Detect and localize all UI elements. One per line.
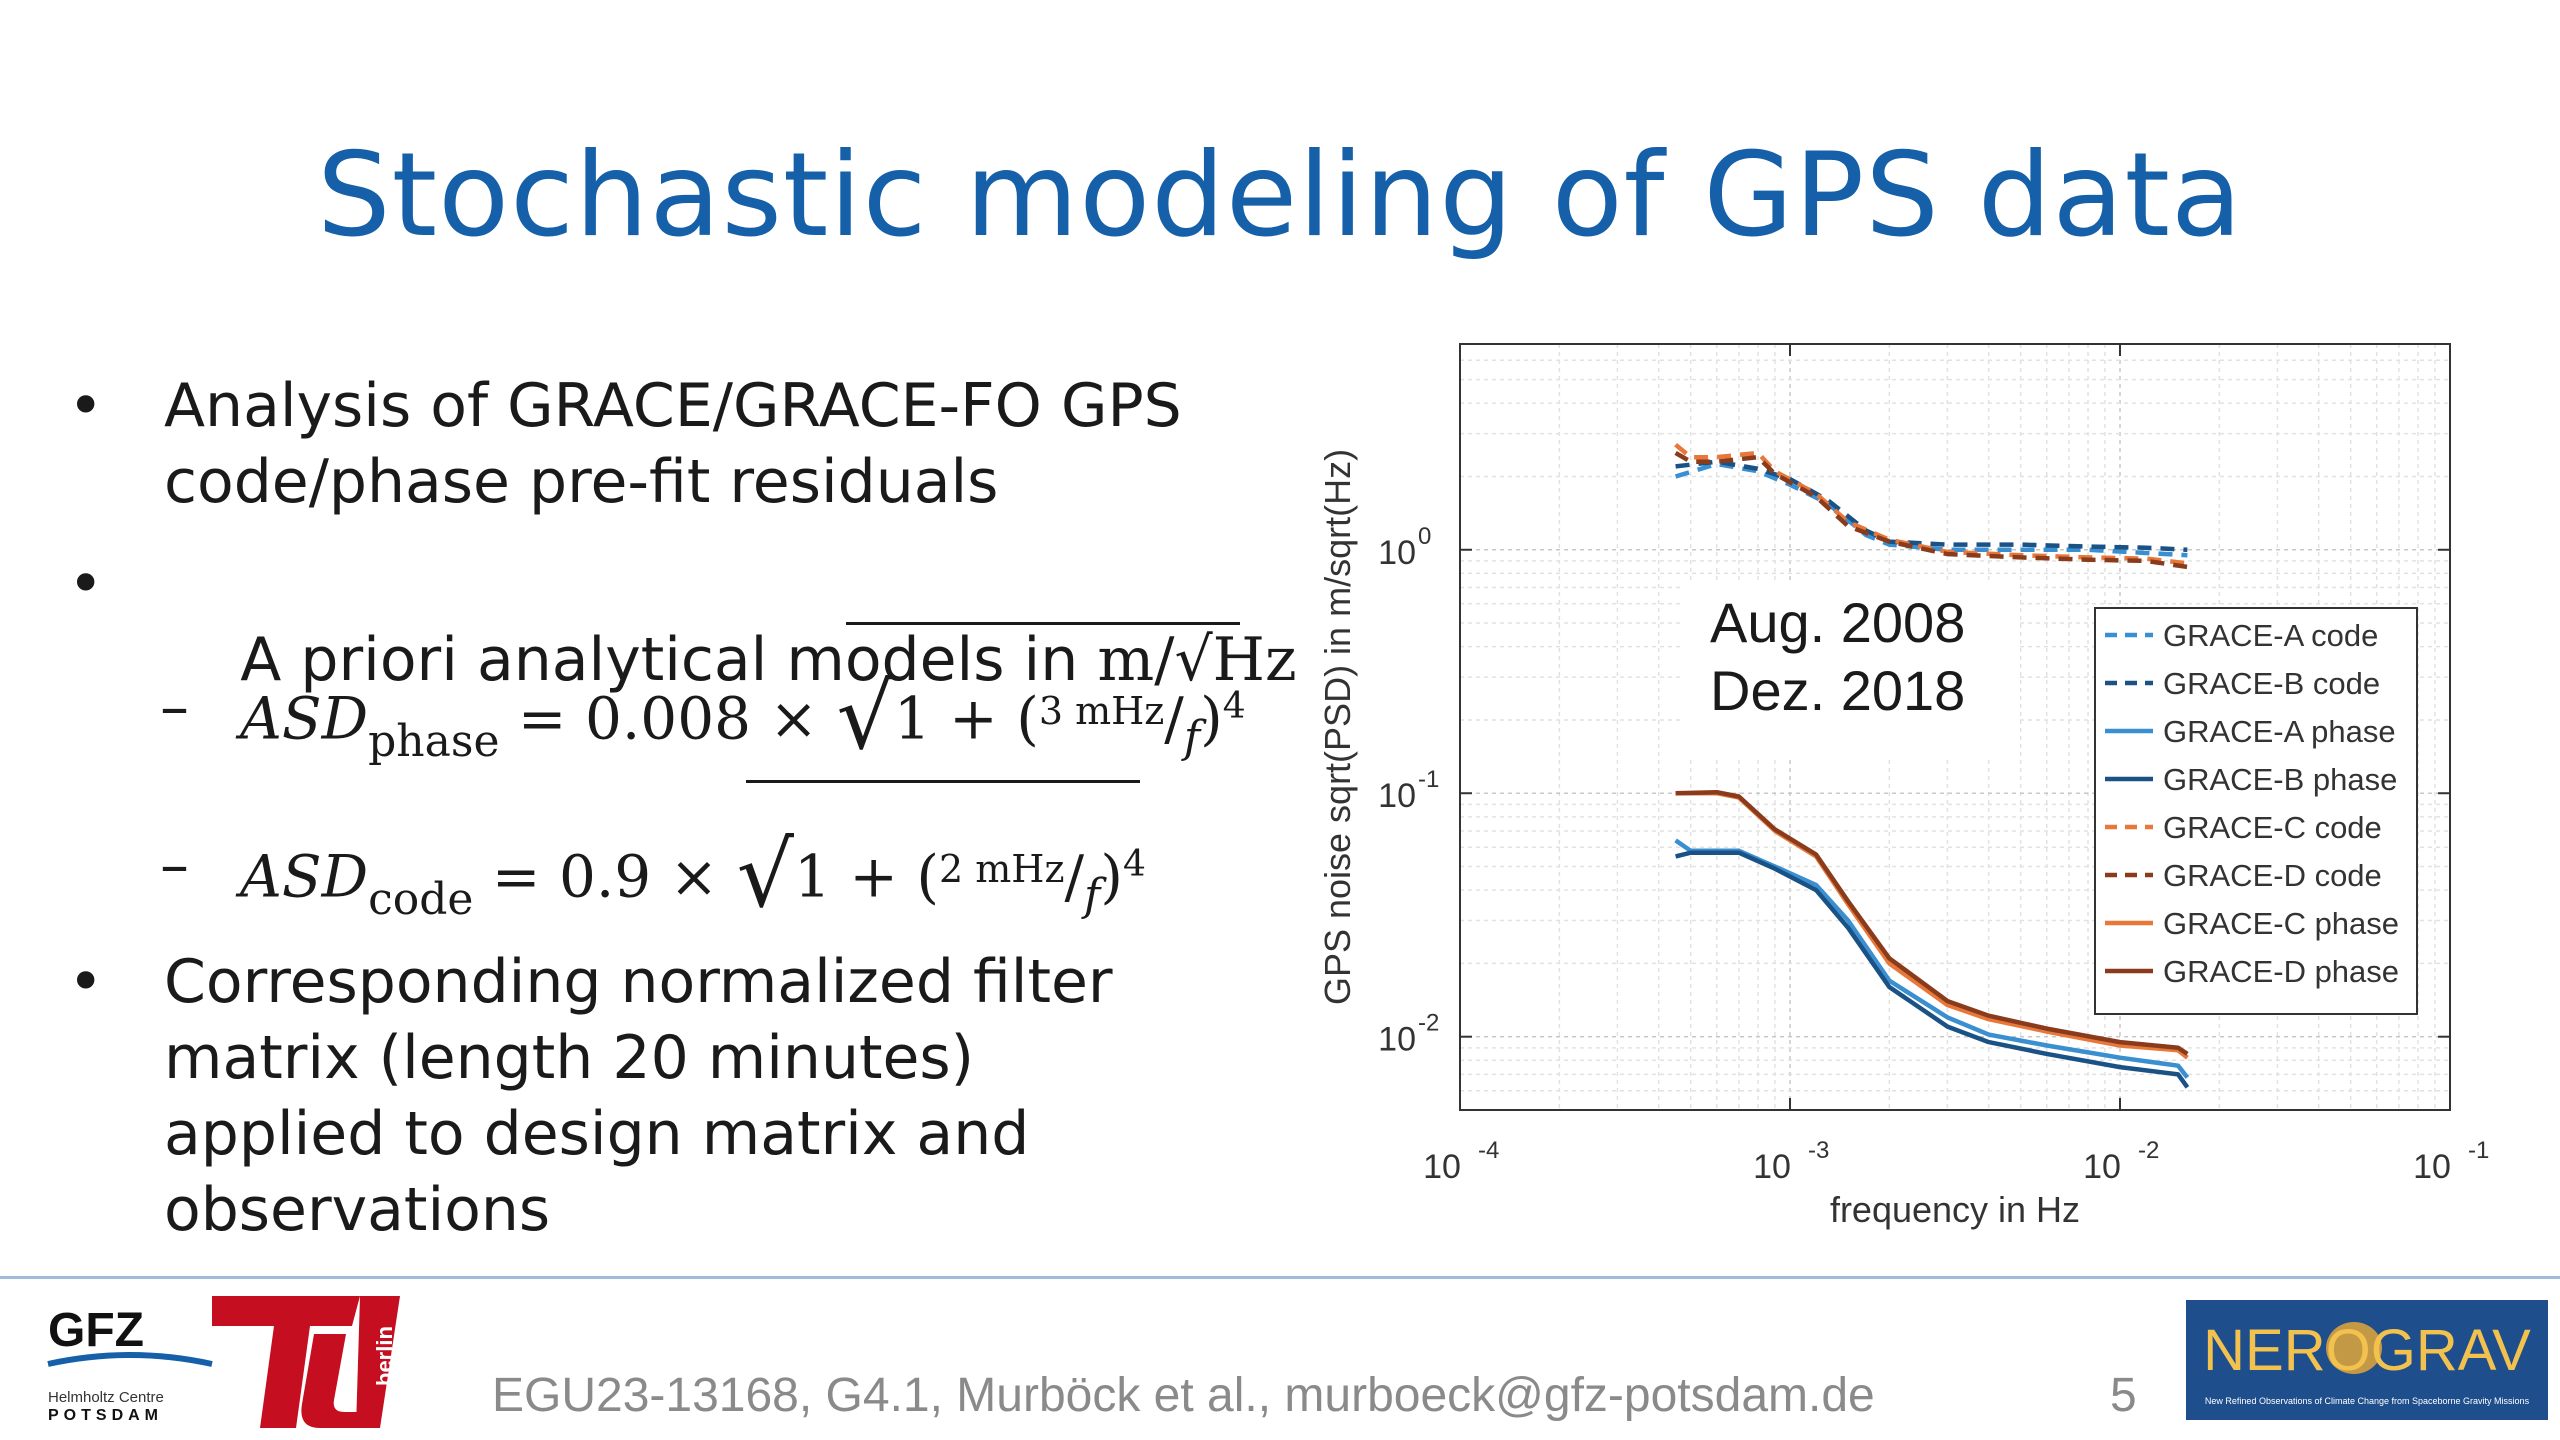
bullet-dot: • <box>68 549 104 619</box>
legend-label: GRACE-D code <box>2163 858 2382 893</box>
x-tick-label: 10 <box>2413 1148 2451 1186</box>
gfz-logo-sub2: POTSDAM <box>48 1407 163 1424</box>
legend-label: GRACE-A code <box>2163 618 2378 653</box>
x-tick-label: 10 <box>1423 1148 1461 1186</box>
gfz-logo: GFZ Helmholtz Centre POTSDAM <box>47 1304 213 1424</box>
x-tick-label: 10 <box>2083 1148 2121 1186</box>
legend-label: GRACE-B code <box>2163 666 2380 701</box>
legend-label: GRACE-D phase <box>2163 954 2399 989</box>
y-tick-exponent: -1 <box>1418 766 1439 793</box>
bullet-line: A priori analytical models in m/√Hz <box>240 625 1297 695</box>
legend-label: GRACE-C code <box>2163 810 2382 845</box>
formula-num: 2 mHz <box>939 847 1065 892</box>
formula-coef: = 0.008 × <box>517 684 819 753</box>
annotation-bg <box>1680 580 2020 760</box>
gfz-logo-sub1: Helmholtz Centre <box>48 1389 164 1406</box>
sqrt-bar <box>746 780 1140 783</box>
x-axis-label: frequency in Hz <box>1830 1189 2080 1230</box>
formula-num: 3 mHz <box>1038 689 1165 734</box>
bullet-line: Analysis of GRACE/GRACE-FO GPS <box>164 371 1182 441</box>
sqrt-sign: √ <box>836 665 894 771</box>
y-tick-label: 10 <box>1378 534 1416 572</box>
x-tick-exponent: -4 <box>1478 1137 1499 1164</box>
x-tick-exponent: -3 <box>1808 1137 1829 1164</box>
x-tick-exponent: -1 <box>2468 1137 2489 1164</box>
footer-citation: EGU23-13168, G4.1, Murböck et al., murbo… <box>492 1369 1875 1422</box>
formula-lhs: ASD <box>240 842 369 911</box>
tu-berlin-logo: berlin <box>212 1296 400 1428</box>
x-tick-label: 10 <box>1753 1148 1791 1186</box>
formula-coef: = 0.9 × <box>491 842 719 911</box>
slide-title: Stochastic modeling of GPS data <box>316 128 2244 263</box>
y-tick-label: 10 <box>1378 777 1416 815</box>
legend-label: GRACE-C phase <box>2163 906 2399 941</box>
formula-one-plus: 1 + ( <box>794 842 940 911</box>
bullet-dot: • <box>68 371 104 441</box>
bullet-line: observations <box>164 1175 551 1245</box>
nerograv-logo: NEROGRAV New Refined Observations of Cli… <box>2186 1300 2548 1420</box>
annotation-text: Aug. 2008 <box>1710 591 1965 654</box>
y-tick-exponent: -2 <box>1418 1010 1439 1037</box>
series-line <box>1675 459 2188 553</box>
sqrt-sign: √ <box>736 823 795 929</box>
formula-sub: phase <box>368 716 500 768</box>
y-tick-exponent: 0 <box>1418 523 1431 550</box>
formula-one-plus: 1 + ( <box>893 684 1039 753</box>
formula-den: f <box>1084 870 1101 922</box>
series-line <box>1675 789 2189 1056</box>
y-axis-label: GPS noise sqrt(PSD) in m/sqrt(Hz) <box>1317 449 1358 1005</box>
series-line <box>1675 850 2190 1089</box>
legend-label: GRACE-B phase <box>2163 762 2397 797</box>
x-tick-exponent: -2 <box>2138 1137 2159 1164</box>
page-number: 5 <box>2110 1369 2137 1422</box>
formula-sub: code <box>368 874 474 926</box>
formula-exp: 4 <box>1122 844 1146 885</box>
gfz-logo-arc <box>47 1352 213 1367</box>
annotation-text: Dez. 2018 <box>1710 659 1965 722</box>
legend-label: GRACE-A phase <box>2163 714 2396 749</box>
bullet-line: code/phase pre-fit residuals <box>164 447 999 517</box>
series-line <box>1674 442 2188 566</box>
bullet-line: applied to design matrix and <box>164 1099 1030 1169</box>
nerograv-logo-sub: New Refined Observations of Climate Chan… <box>2205 1396 2530 1406</box>
legend-box <box>2094 607 2418 1015</box>
sqrt-bar <box>846 622 1240 625</box>
series-line <box>1674 461 2188 558</box>
sub-dash: – <box>160 673 189 741</box>
formula-lhs: ASD <box>240 684 369 753</box>
y-tick-label: 10 <box>1378 1021 1416 1059</box>
sub-dash: – <box>160 831 189 899</box>
psd-chart: 10 -4 10 -3 10 -2 10 -1 10 -2 10 -1 10 0 frequency in … <box>1300 330 2550 1250</box>
tu-logo-text: berlin <box>372 1326 397 1386</box>
plot-frame <box>1459 343 2451 1111</box>
bullet-line: Corresponding normalized filter <box>164 947 1113 1017</box>
footer-divider <box>0 1276 2560 1279</box>
bullet-dot: • <box>68 947 104 1017</box>
gfz-logo-text: GFZ <box>48 1304 144 1357</box>
nerograv-logo-text: NEROGRAV <box>2203 1318 2531 1383</box>
formula-den: f <box>1183 712 1201 764</box>
series-line <box>1674 450 2188 570</box>
unit-text: m/√Hz <box>1097 625 1297 695</box>
formula-exp: 4 <box>1222 686 1246 727</box>
bullet-line: matrix (length 20 minutes) <box>164 1023 975 1093</box>
